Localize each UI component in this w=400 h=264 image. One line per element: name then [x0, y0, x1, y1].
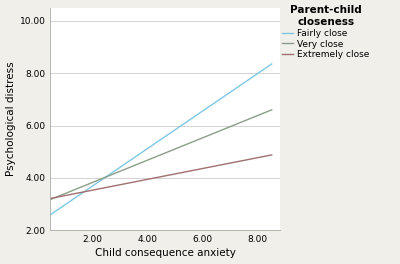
X-axis label: Child consequence anxiety: Child consequence anxiety	[95, 248, 236, 258]
Y-axis label: Psychological distress: Psychological distress	[6, 62, 16, 176]
Legend: Fairly close, Very close, Extremely close: Fairly close, Very close, Extremely clos…	[282, 5, 369, 59]
